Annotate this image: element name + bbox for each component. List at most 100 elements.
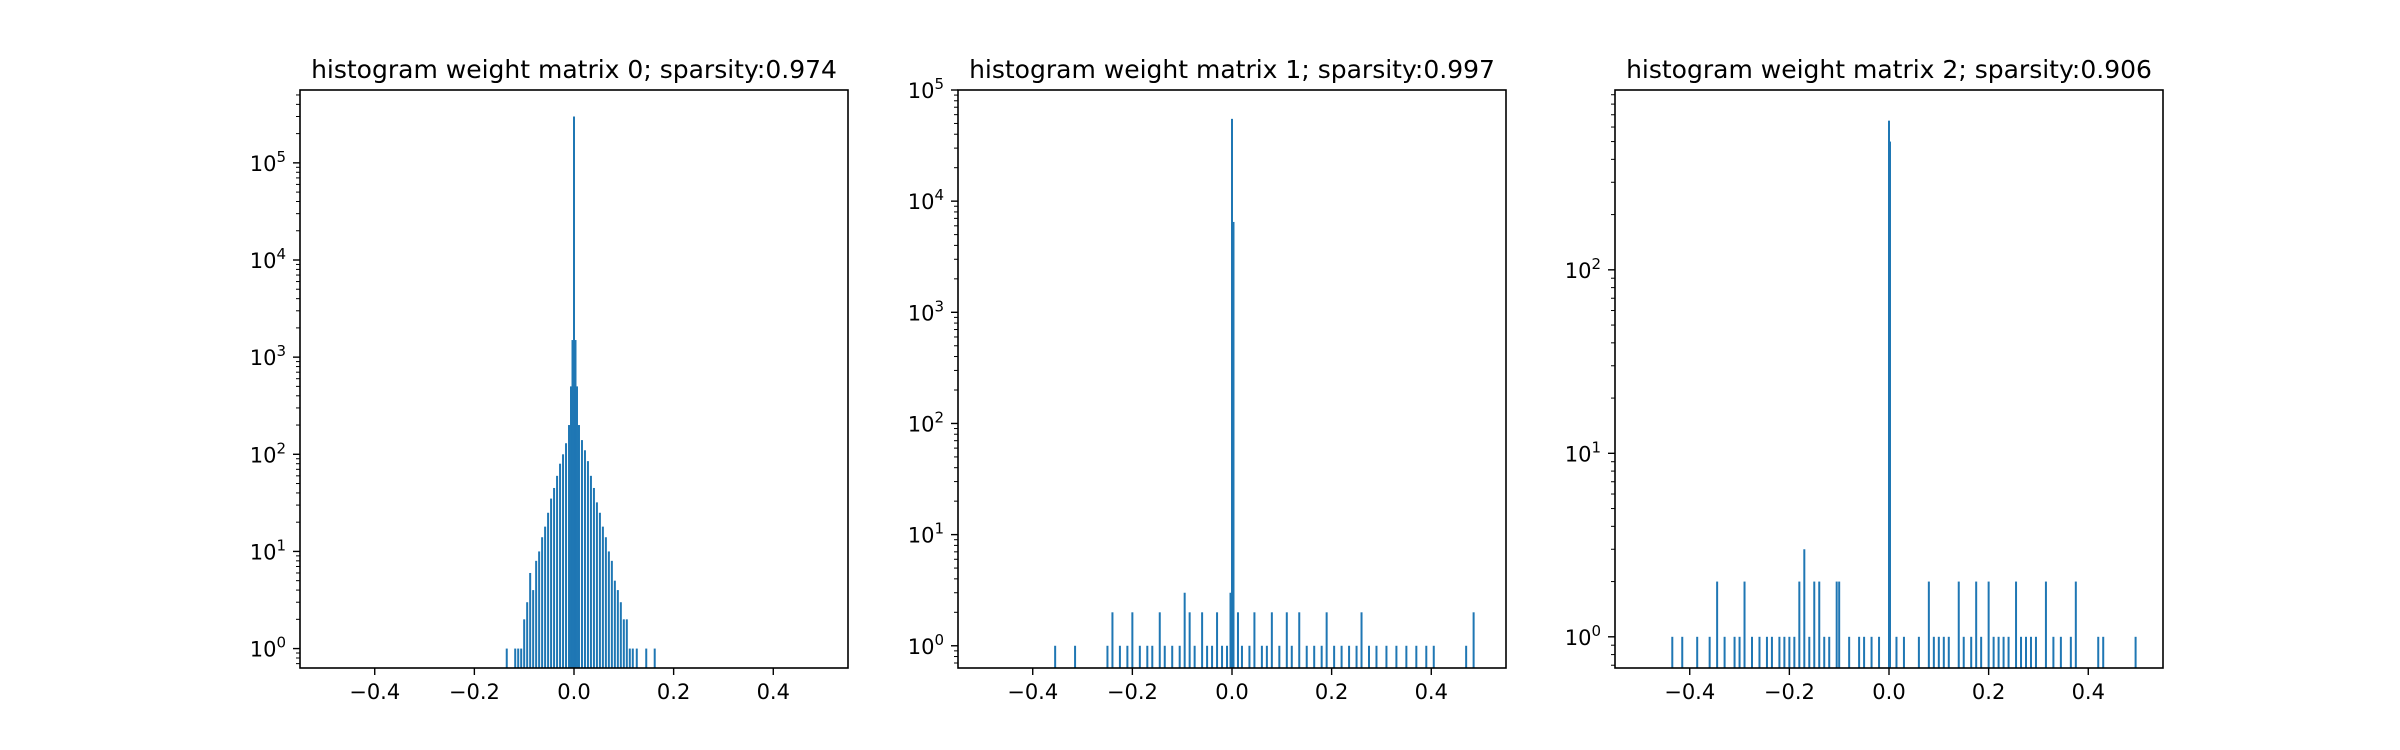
subplot-1-bar: [1415, 645, 1418, 668]
subplot-1-bar: [1158, 612, 1161, 668]
subplot-2-bar: [1980, 636, 1983, 668]
subplot-2-bar: [1987, 581, 1990, 668]
subplot-1-bar: [1054, 645, 1057, 668]
subplot-1-bar: [1178, 645, 1181, 668]
subplot-1-xtick-label: 0.2: [1315, 680, 1348, 704]
subplot-2-bars: [1671, 120, 2137, 668]
subplot-0-bar: [583, 450, 586, 668]
subplot-0-bar: [573, 116, 575, 668]
subplot-2-ytick-label: 101: [1565, 438, 1601, 466]
subplot-2-bar: [1743, 581, 1746, 668]
subplot-1-bar: [1465, 645, 1468, 668]
subplot-1-bar: [1232, 221, 1235, 668]
subplot-0-bar: [575, 386, 578, 668]
subplot-1-ytick-label: 105: [908, 75, 944, 103]
subplot-2-bar: [1927, 581, 1930, 668]
subplot-2-xtick-label: −0.2: [1764, 680, 1815, 704]
subplot-0-bar: [574, 340, 577, 668]
subplot-2-bar: [1932, 636, 1935, 668]
subplot-1-bar: [1405, 645, 1408, 668]
subplot-2-bar: [2052, 636, 2055, 668]
subplot-2-bar: [2044, 581, 2047, 668]
subplot-1-xtick-label: 0.0: [1215, 680, 1248, 704]
subplot-2-bar: [1835, 581, 1838, 668]
subplot-0-bar: [505, 648, 508, 668]
subplot-1-bars: [1054, 118, 1475, 669]
subplot-1-bar: [1265, 645, 1268, 668]
subplot-0-ytick-label: 103: [250, 342, 286, 370]
subplot-0-bar: [520, 648, 523, 668]
subplot-2-bar: [1708, 636, 1711, 668]
subplot-2: histogram weight matrix 2; sparsity:0.90…: [1565, 55, 2164, 704]
subplot-0-bar: [570, 386, 573, 668]
subplot-0-title: histogram weight matrix 0; sparsity:0.97…: [311, 55, 837, 84]
subplot-2-bar: [1947, 636, 1950, 668]
subplot-2-bar: [1733, 636, 1736, 668]
subplot-2-bar: [1723, 636, 1726, 668]
subplot-0-bar: [613, 580, 616, 668]
subplot-2-xtick-label: 0.0: [1872, 680, 1905, 704]
subplot-1-title: histogram weight matrix 1; sparsity:0.99…: [969, 55, 1495, 84]
subplot-2-bar: [1895, 636, 1898, 668]
subplot-0-ytick-label: 105: [250, 148, 286, 176]
subplot-2-bar: [1863, 636, 1866, 668]
subplot-2-bar: [1962, 636, 1965, 668]
subplot-0-bar: [547, 512, 550, 668]
subplot-1-bar: [1226, 645, 1229, 668]
subplot-0-bar: [625, 619, 628, 668]
subplot-2-bar: [1818, 581, 1821, 668]
subplot-2-bar: [1917, 636, 1920, 668]
subplot-0-bar: [526, 602, 529, 668]
subplot-2-bar: [1696, 636, 1699, 668]
subplot-1-bar: [1201, 612, 1204, 668]
subplot-2-bar: [1838, 581, 1841, 668]
subplot-1-bar: [1206, 645, 1209, 668]
subplot-2-bar: [2020, 636, 2023, 668]
subplot-1-ytick-label: 100: [908, 631, 944, 659]
subplot-2-bar: [1848, 636, 1851, 668]
subplot-2-bar: [2007, 636, 2010, 668]
subplot-2-bar: [1878, 636, 1881, 668]
subplot-0-bar: [580, 440, 583, 668]
subplot-0-bar: [589, 475, 592, 668]
subplot-0-ytick-label: 101: [250, 536, 286, 564]
subplot-1-bar: [1305, 645, 1308, 668]
subplot-2-xtick-label: −0.4: [1664, 680, 1715, 704]
subplot-2-bar: [1751, 636, 1753, 668]
subplot-0-bar: [604, 537, 607, 668]
subplot-1-bar: [1260, 645, 1263, 668]
subplot-1-bar: [1333, 645, 1336, 668]
subplot-2-bar: [1765, 636, 1768, 668]
subplot-1-bar: [1368, 645, 1370, 668]
subplot-2-ytick-label: 102: [1565, 255, 1601, 283]
subplot-2-bar: [2034, 636, 2037, 668]
subplot-1-bar: [1355, 645, 1358, 668]
subplot-1-bar: [1290, 645, 1293, 668]
subplot-2-bar: [1808, 636, 1811, 668]
subplot-2-bar: [1889, 141, 1891, 668]
subplot-1-bar: [1375, 645, 1378, 668]
subplot-2-bar: [1942, 636, 1945, 668]
subplot-0-xtick-label: −0.2: [449, 680, 500, 704]
subplot-2-bar: [2059, 636, 2062, 668]
subplot-1-yticks: 100 101 102 103 104 105: [908, 75, 958, 664]
subplot-0-bar: [616, 590, 619, 668]
subplot-0-bar: [565, 443, 568, 668]
subplot-1-bar: [1385, 645, 1388, 668]
subplot-2-ytick-label: 100: [1565, 622, 1601, 650]
subplot-2-bar: [1937, 636, 1940, 668]
subplot-1-bar: [1298, 612, 1301, 668]
subplot-2-bar: [1758, 636, 1761, 668]
subplot-1-bar: [1340, 645, 1343, 668]
subplot-2-bar: [1716, 581, 1719, 668]
subplot-0-bar: [514, 648, 517, 668]
subplot-0-bar: [571, 340, 574, 668]
subplot-1-bar: [1131, 612, 1134, 668]
subplot-2-bar: [1870, 636, 1873, 668]
subplot-1-bar: [1325, 612, 1328, 668]
subplot-0-bar: [523, 619, 526, 668]
subplot-0-bars: [505, 116, 656, 668]
subplot-1-bar: [1146, 645, 1149, 668]
